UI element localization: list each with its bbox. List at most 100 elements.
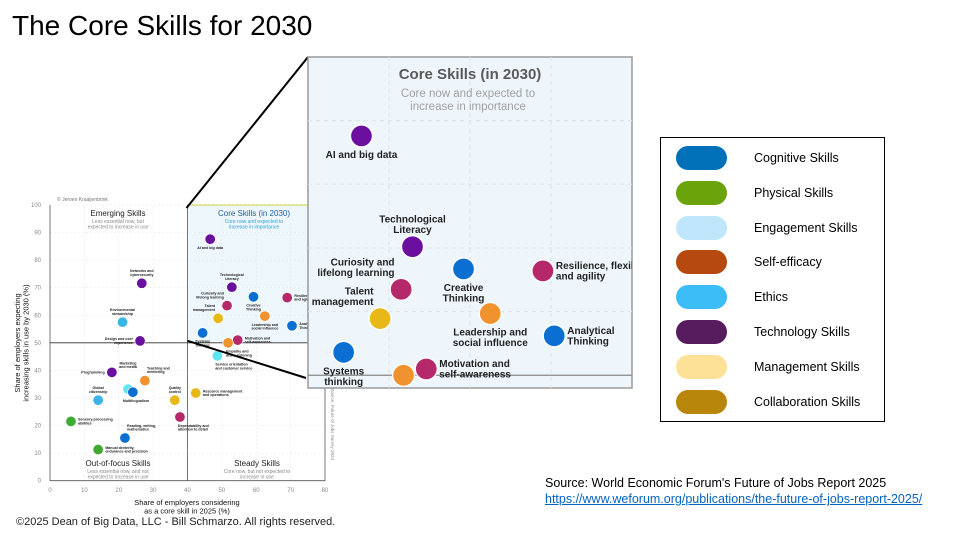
side-note: Source: Future of Jobs Survey 2024 [330, 388, 335, 461]
data-point-label: Environmental stewardship [110, 308, 135, 316]
data-point-label: Global citizenship [89, 386, 108, 394]
legend-label: Collaboration Skills [754, 394, 861, 409]
y-tick-label: 90 [34, 231, 41, 237]
data-point [197, 327, 209, 339]
data-point [92, 444, 104, 456]
legend-swatch [676, 285, 727, 310]
data-point-label: AI and big data [326, 150, 398, 161]
data-point [389, 277, 413, 301]
quadrant-title-core: Core Skills (in 2030) [218, 209, 290, 218]
data-point [286, 320, 298, 332]
data-point-label: Technological Literacy [220, 273, 244, 281]
quadrant-subtitle-core: Core now and expected to increase in impo… [225, 219, 284, 231]
data-point [531, 259, 555, 283]
x-tick-label: 50 [219, 488, 226, 494]
data-point-label: Service orientation and customer service [215, 363, 252, 371]
y-axis-title-group: Share of employers expectingincreasing s… [13, 284, 31, 402]
y-tick-label: 100 [31, 203, 42, 209]
data-point-label: Design and user experience [105, 337, 134, 345]
x-tick-label: 60 [253, 488, 260, 494]
quadrant-title-steady: Steady Skills [234, 459, 280, 468]
quadrant-subtitle-emerging: Less essential now, but expected to incre… [88, 219, 149, 231]
data-point [391, 363, 416, 387]
data-point [226, 281, 238, 293]
data-point-label: Motivation and self-awareness [245, 336, 271, 344]
legend-label: Management Skills [754, 359, 860, 374]
legend: Cognitive Skills Physical Skills Engagemen… [660, 137, 885, 422]
legend-swatch [676, 250, 727, 275]
data-point [349, 124, 374, 148]
y-tick-label: 40 [34, 368, 41, 374]
x-tick-label: 10 [81, 488, 88, 494]
legend-item: Ethics [676, 285, 788, 310]
data-point [281, 292, 293, 304]
legend-label: Self-efficacy [754, 255, 822, 270]
data-point [331, 340, 356, 365]
legend-label: Technology Skills [754, 325, 850, 339]
zoom-panel-content: Core Skills (in 2030) Core now and expect… [308, 57, 632, 388]
slide-title: The Core Skills for 2030 [12, 10, 313, 41]
quadrant-subtitle-out_of_focus: Less essential now, and not expected to i… [87, 469, 149, 481]
data-point-label: Multilingualism [123, 399, 149, 403]
legend-swatch [676, 146, 727, 170]
x-tick-label: 40 [184, 488, 191, 494]
data-point-label: Manual dexterity, endurance and precision [105, 446, 148, 454]
legend-item: Technology Skills [676, 320, 850, 344]
y-tick-label: 60 [34, 313, 41, 319]
legend-item: Management Skills [676, 354, 860, 379]
source-link[interactable]: https://www.weforum.org/publications/the… [545, 492, 923, 506]
legend-label: Physical Skills [754, 185, 834, 200]
data-point [190, 387, 202, 399]
legend-label: Engagement Skills [754, 220, 858, 235]
data-point-label: Leadership and social influence [453, 328, 528, 350]
source-block: Source: World Economic Forum's Future of… [545, 475, 935, 507]
y-tick-label: 80 [34, 258, 41, 264]
legend-swatch [676, 354, 727, 379]
data-point-label: Curiosity and lifelong learning [317, 257, 394, 279]
data-point-label: Sensory-processing abilities [78, 418, 113, 426]
zoom-subtitle: Core now and expected to increase in impo… [401, 88, 535, 113]
data-point-label: Leadership and social influence [251, 323, 278, 331]
x-tick-label: 30 [150, 488, 157, 494]
legend-swatch [676, 389, 727, 414]
data-point [117, 316, 129, 328]
y-tick-label: 70 [34, 286, 41, 292]
data-point [106, 366, 118, 378]
y-tick-label: 20 [34, 424, 41, 430]
legend-swatch [676, 215, 727, 240]
legend-item: Self-efficacy [676, 250, 822, 275]
data-point [368, 306, 392, 331]
data-point [232, 334, 244, 346]
data-point-label: AI and big data [197, 246, 224, 250]
data-point-label: Resource management and operations [203, 389, 243, 397]
y-axis-title: Share of employers expectingincreasing s… [13, 284, 31, 402]
data-point-label: Programming [81, 371, 104, 375]
data-point [136, 277, 148, 289]
y-tick-label: 50 [34, 341, 41, 347]
connector-line-bottom [187, 339, 307, 379]
data-point [134, 335, 146, 347]
legend-label: Cognitive Skills [754, 151, 839, 165]
side-note-group: Source: Future of Jobs Survey 2024 [330, 388, 335, 461]
legend-swatch [676, 320, 727, 344]
x-tick-label: 20 [115, 488, 122, 494]
quadrant-title-emerging: Emerging Skills [90, 209, 145, 218]
data-point [400, 235, 425, 259]
data-point-label: Teaching and mentoring [147, 366, 170, 374]
data-point [65, 415, 77, 427]
legend-item: Cognitive Skills [676, 146, 839, 170]
data-point-label: Empathy and active listening [226, 350, 252, 358]
quadrant-subtitle-steady: Core now, but not expected to increase in… [224, 469, 291, 481]
data-point [259, 310, 271, 322]
legend-swatch [676, 180, 727, 205]
small-chart: 0 10 20 30 40 50 60 70 80 0 10 20 30 40 50 60 70 80 90 100 ©… [13, 196, 335, 516]
x-tick-label: 0 [48, 488, 52, 494]
quadrant-title-out_of_focus: Out-of-focus Skills [86, 459, 151, 468]
y-tick-label: 0 [38, 479, 42, 485]
y-tick-label: 10 [34, 451, 41, 457]
data-point-label: Motivation and self-awareness [439, 359, 511, 381]
data-point [169, 394, 181, 406]
